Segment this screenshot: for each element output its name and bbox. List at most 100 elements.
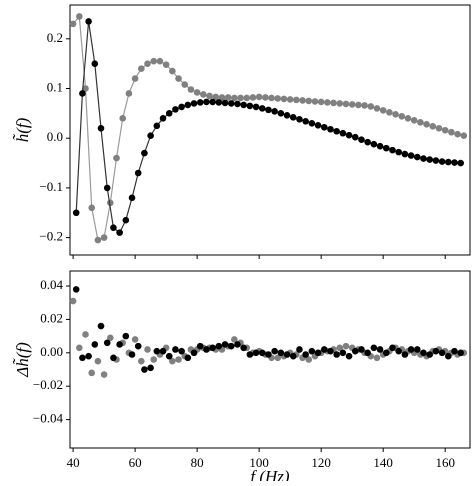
data-point: [82, 85, 89, 92]
plot-frame: [69, 270, 471, 449]
data-point: [413, 346, 421, 353]
data-point: [305, 356, 313, 363]
data-point: [94, 357, 102, 365]
data-point: [265, 106, 272, 114]
data-point: [162, 61, 170, 68]
data-point: [134, 169, 142, 177]
data-point: [438, 158, 446, 165]
data-point: [386, 109, 393, 116]
data-point: [110, 354, 117, 362]
data-point: [150, 356, 158, 363]
data-point: [407, 346, 415, 353]
data-point: [138, 357, 145, 365]
data-point: [373, 354, 381, 362]
data-point: [274, 354, 282, 362]
data-point: [333, 127, 340, 135]
data-point: [159, 347, 167, 355]
x-tick-label: 120: [311, 455, 331, 470]
data-point: [426, 351, 433, 358]
y-tick-label: −0.04: [33, 411, 64, 426]
x-tick-label: 60: [129, 455, 142, 470]
data-point: [128, 351, 136, 358]
data-point: [116, 341, 123, 348]
data-point: [72, 286, 80, 293]
data-point: [128, 194, 136, 202]
data-point: [227, 100, 235, 107]
data-point: [342, 342, 350, 350]
data-point: [339, 129, 347, 137]
data-point: [283, 112, 291, 119]
x-tick-label: 140: [373, 455, 393, 470]
data-point: [165, 110, 173, 117]
series-line: [72, 14, 464, 241]
y-tick-label: 0.02: [40, 310, 63, 325]
data-point: [110, 224, 117, 231]
data-point: [153, 347, 161, 355]
data-point: [311, 98, 319, 105]
data-point: [373, 105, 381, 112]
data-point: [333, 351, 340, 358]
data-point: [221, 99, 229, 107]
data-point: [258, 105, 266, 112]
y-tick-label: −0.02: [33, 377, 63, 392]
data-point: [181, 81, 189, 88]
data-point: [246, 102, 254, 110]
data-point: [370, 344, 378, 352]
data-point: [165, 352, 173, 360]
data-point: [336, 100, 344, 107]
x-tick-label: 40: [67, 455, 80, 470]
data-point: [407, 152, 415, 159]
data-point: [389, 146, 396, 154]
data-point: [299, 97, 306, 104]
data-point: [379, 107, 387, 114]
data-point: [178, 347, 185, 355]
data-point: [172, 346, 179, 353]
data-point: [88, 369, 96, 377]
data-point: [296, 346, 303, 353]
data-point: [451, 159, 458, 166]
data-point: [392, 111, 399, 118]
data-point: [417, 118, 424, 126]
data-point: [367, 103, 375, 110]
data-point: [265, 351, 272, 358]
data-point: [448, 128, 455, 136]
data-point: [141, 149, 148, 157]
data-point: [438, 349, 446, 357]
data-point: [454, 130, 461, 138]
data-point: [196, 342, 204, 350]
data-point: [271, 108, 278, 115]
data-point: [345, 131, 353, 139]
data-point: [134, 342, 142, 350]
y-axis-label: Δh̃(f): [13, 342, 32, 378]
data-point: [376, 142, 384, 150]
data-point: [252, 349, 260, 357]
data-point: [320, 346, 328, 353]
data-point: [327, 347, 334, 355]
x-tick-label: 160: [435, 455, 455, 470]
x-axis-label: f (Hz): [250, 467, 290, 481]
data-point: [103, 339, 111, 347]
x-tick-label: 80: [191, 455, 204, 470]
series: [72, 18, 464, 236]
data-point: [351, 347, 359, 355]
data-point: [277, 110, 285, 117]
data-point: [122, 332, 130, 340]
data-point: [113, 154, 120, 162]
y-tick-label: 0.0: [47, 129, 63, 144]
data-point: [361, 102, 368, 109]
data-point: [327, 125, 334, 133]
data-point: [435, 124, 443, 132]
data-point: [302, 351, 309, 358]
data-point: [293, 96, 300, 104]
data-point: [376, 346, 384, 353]
data-point: [280, 95, 288, 103]
data-point: [122, 216, 130, 224]
data-point: [175, 75, 182, 82]
data-point: [107, 199, 114, 207]
data-point: [190, 349, 198, 357]
data-point: [364, 138, 371, 146]
data-point: [187, 86, 195, 93]
y-tick-label: 0.04: [40, 277, 63, 292]
